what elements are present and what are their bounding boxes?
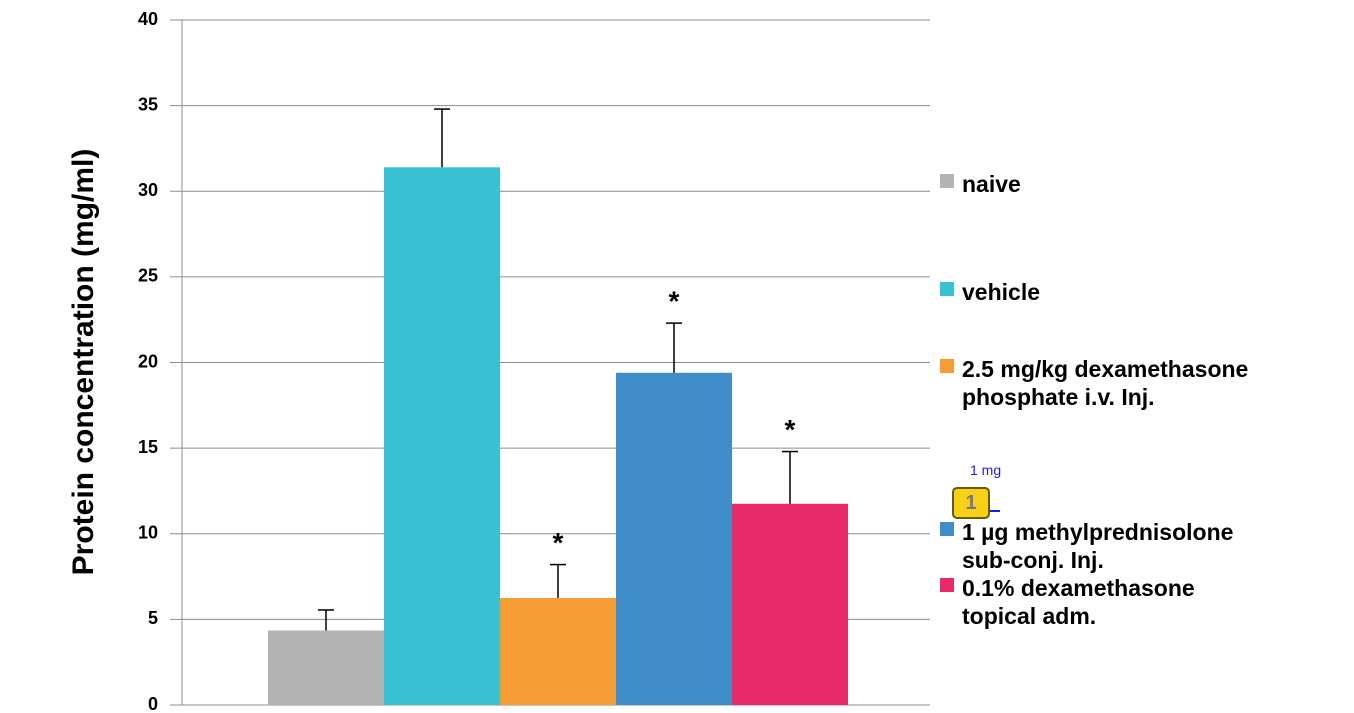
bar — [616, 372, 732, 705]
legend-entry: vehicle — [940, 278, 1354, 306]
legend-label: 0.1% dexamethasone topical adm. — [962, 575, 1195, 629]
y-axis-label: Protein concentration (mg/ml) — [67, 149, 100, 576]
legend-label: naive — [962, 171, 1021, 197]
y-tick-label: 40 — [138, 9, 158, 29]
significance-marker: * — [669, 286, 680, 317]
bar — [500, 597, 616, 705]
legend-swatch — [940, 174, 954, 188]
y-tick-label: 0 — [148, 694, 158, 713]
legend-entry: 0.1% dexamethasone topical adm. — [940, 574, 1354, 630]
y-tick-label: 30 — [138, 180, 158, 200]
bar — [732, 503, 848, 705]
legend-swatch — [940, 522, 954, 536]
legend-entry: naive — [940, 170, 1354, 198]
legend-entry: 2.5 mg/kg dexamethasone phosphate i.v. I… — [940, 355, 1354, 411]
legend-label: vehicle — [962, 279, 1040, 305]
legend-label: 1 µg methylprednisolone sub-conj. Inj. — [962, 519, 1234, 573]
y-tick-label: 5 — [148, 608, 158, 628]
legend-swatch — [940, 282, 954, 296]
comment-text: 1 mg — [970, 462, 1002, 478]
y-tick-label: 25 — [138, 266, 158, 286]
legend-swatch — [940, 578, 954, 592]
legend-label: 2.5 mg/kg dexamethasone phosphate i.v. I… — [962, 356, 1249, 410]
bar — [384, 167, 500, 705]
legend-entry: 1 µg methylprednisolone sub-conj. Inj. — [940, 518, 1354, 574]
legend-swatch — [940, 359, 954, 373]
bar — [268, 630, 384, 705]
y-tick-label: 35 — [138, 94, 158, 114]
y-tick-label: 10 — [138, 523, 158, 543]
y-tick-label: 20 — [138, 351, 158, 371]
y-tick-label: 15 — [138, 437, 158, 457]
significance-marker: * — [785, 414, 796, 445]
significance-marker: * — [553, 527, 564, 558]
comment-icon[interactable]: 1 — [952, 487, 990, 519]
